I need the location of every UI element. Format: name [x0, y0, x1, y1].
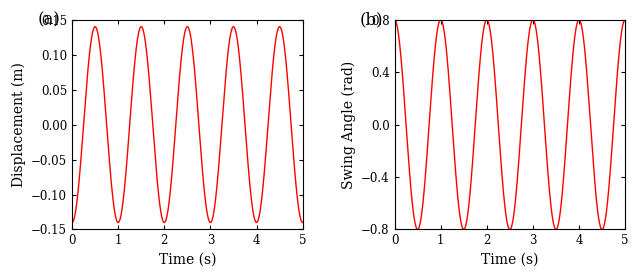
- X-axis label: Time (s): Time (s): [159, 253, 216, 267]
- Text: (b): (b): [360, 11, 383, 28]
- Y-axis label: Swing Angle (rad): Swing Angle (rad): [341, 60, 355, 189]
- Text: (a): (a): [38, 11, 60, 28]
- Y-axis label: Displacement (m): Displacement (m): [11, 62, 26, 187]
- X-axis label: Time (s): Time (s): [481, 253, 539, 267]
